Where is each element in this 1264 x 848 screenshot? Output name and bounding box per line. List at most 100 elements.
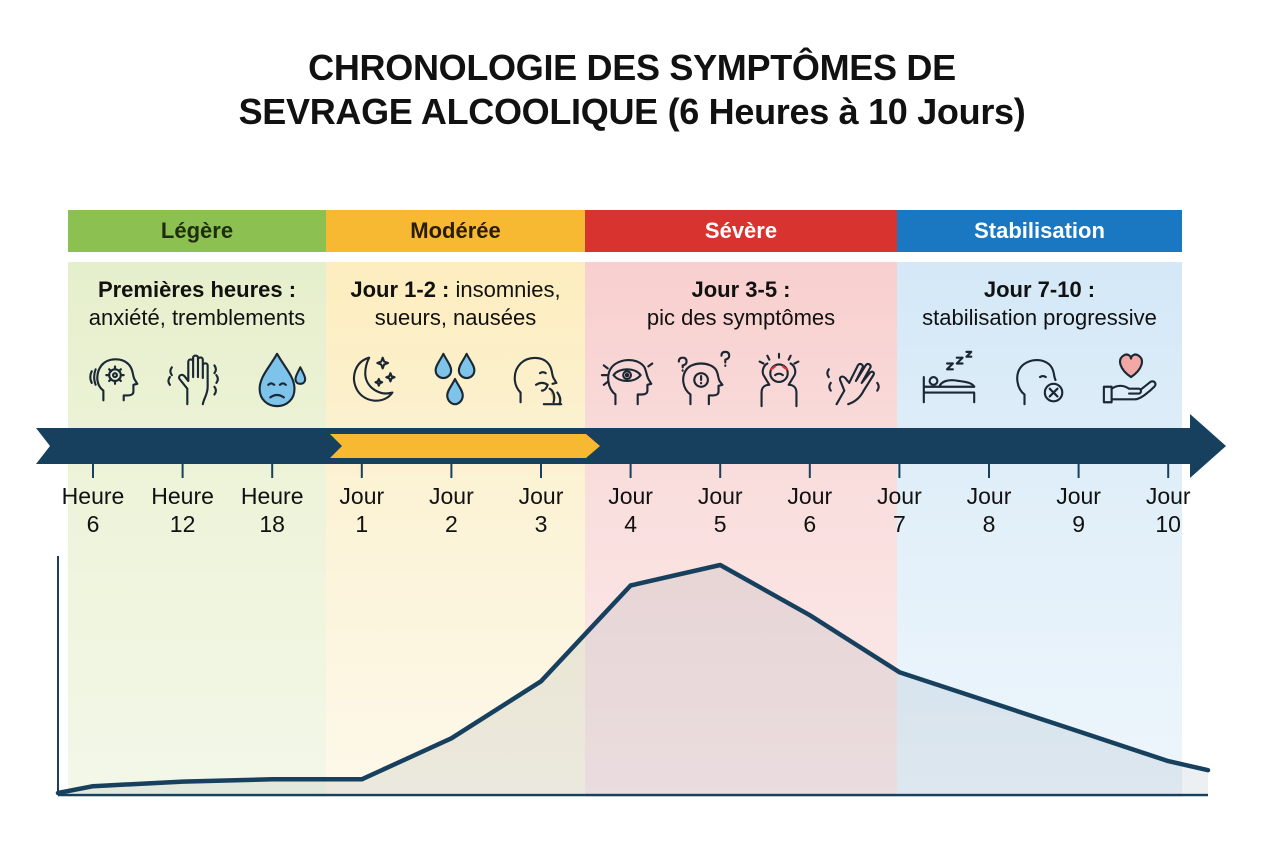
seizure-hand-icon [825,362,880,406]
phase-desc-stabilisation: Jour 7-10 : stabilisation progressive [897,276,1182,332]
phase-desc-line2: sueurs, nausées [374,305,537,330]
data-point [449,736,453,740]
x-tick-label-unit: Jour [787,483,833,509]
x-tick-label-number: 1 [355,511,369,537]
x-tick-label: Jour 4 [591,482,671,538]
phase-header-stabilisation: Stabilisation [897,210,1182,252]
phase-label-stabilisation: Stabilisation [974,218,1105,243]
phase-bg-legere [68,262,326,797]
nausea-head-icon [513,356,563,406]
heart-hand-icon [1102,353,1156,404]
data-point [270,777,274,781]
sleep-bed-icon [922,350,975,404]
x-tick-label-number: 18 [259,511,285,537]
x-tick-label-unit: Heure [61,483,125,509]
x-tick-label: Jour 2 [411,482,491,538]
icon-row-severe [591,344,891,414]
phase-desc-legere: Premières heures : anxiété, tremblements [68,276,326,332]
x-tick-label-unit: Jour [697,483,743,509]
x-tick-label-number: 4 [624,511,637,537]
x-tick-label-unit: Jour [966,483,1012,509]
x-tick-label: Jour 7 [859,482,939,538]
data-point [718,563,722,567]
x-tick-label: Jour 9 [1039,482,1119,538]
x-tick-label: Jour 5 [680,482,760,538]
severity-line [55,562,1211,796]
phase-header-severe: Sévère [585,210,897,252]
hallucination-eye-icon [600,359,653,406]
agitation-person-icon [758,352,799,408]
x-tick-label-number: 8 [982,511,996,537]
x-tick-label-number: 5 [713,511,727,537]
x-tick-label-unit: Heure [151,483,214,509]
x-tick-label-number: 6 [86,511,100,537]
sweat-drops-icon [435,352,476,406]
x-tick-label-number: 2 [444,511,458,537]
data-point [808,613,812,617]
x-tick-label: Heure 18 [232,482,312,538]
phase-desc-moderee: Jour 1-2 : insomnies, sueurs, nausées [326,276,585,332]
icon-row-stabilisation [903,344,1176,414]
x-tick-label-number: 3 [534,511,548,537]
sweat-drop-face-icon [258,352,307,408]
x-tick-label-unit: Jour [877,483,922,509]
phase-desc-severe: Jour 3-5 : pic des symptômes [585,276,897,332]
recovery-head-icon [1015,359,1063,406]
trembling-hand-icon [167,354,219,406]
confusion-head-icon [677,350,730,406]
data-point [897,670,901,674]
phase-bg-moderee [326,262,585,797]
x-tick-label: Heure 12 [143,482,223,538]
x-tick-label: Jour 8 [949,482,1029,538]
x-tick-label: Jour 6 [770,482,850,538]
phase-bg-stabilisation [897,262,1182,797]
title-line-1: CHRONOLOGIE DES SYMPTÔMES DE [308,47,956,88]
x-tick-label-unit: Jour [339,483,385,509]
x-tick-label-unit: Jour [429,483,474,509]
severity-area [58,565,1208,793]
moon-stars-icon [353,356,396,402]
phase-bg-severe [585,262,897,797]
data-point [629,584,633,588]
chart-title: CHRONOLOGIE DES SYMPTÔMES DE SEVRAGE ALC… [0,46,1264,134]
data-point [91,784,95,788]
x-tick-label: Heure 6 [53,482,133,538]
anxious-head-icon [89,358,139,402]
data-point [539,679,543,683]
x-tick-label-unit: Jour [608,483,653,509]
icon-row-legere [74,344,320,414]
title-line-2: SEVRAGE ALCOOLIQUE (6 Heures à 10 Jours) [238,91,1026,132]
x-tick-label-number: 9 [1072,511,1085,537]
timeline-ticks [92,464,1170,478]
x-tick-label-number: 6 [803,511,817,537]
data-point [1166,759,1170,763]
phase-label-legere: Légère [160,218,234,243]
phase-desc-bold: Premières heures : [97,277,297,302]
data-point [1077,729,1081,733]
phase-label-moderee: Modérée [410,218,501,243]
phase-header-legere: Légère [68,210,326,252]
data-point [987,700,991,704]
icon-row-moderee [332,344,579,414]
timeline-highlight [330,434,600,458]
x-tick-label-number: 7 [892,511,906,537]
phase-desc-line2: pic des symptômes [646,305,836,330]
x-tick-label-unit: Jour [1056,483,1101,509]
timeline-arrow [36,414,1226,478]
phase-label-severe: Sévère [704,218,778,243]
x-tick-label-unit: Jour [1145,483,1191,509]
phase-desc-bold: Jour 1-2 : [350,277,450,302]
x-tick-label: Jour 3 [501,482,581,538]
data-point [181,780,185,784]
phase-header-moderee: Modérée [326,210,585,252]
x-tick-label-number: 12 [169,511,196,537]
x-tick-label: Jour 1 [322,482,402,538]
phase-desc-bold: Jour 3-5 : [691,277,791,302]
data-point [360,777,364,781]
x-tick-label-number: 10 [1155,511,1181,537]
x-tick-label: Jour 10 [1128,482,1208,538]
x-tick-label-unit: Heure [240,483,304,509]
phase-desc-line2: anxiété, tremblements [88,305,306,330]
x-tick-label-unit: Jour [518,483,564,509]
